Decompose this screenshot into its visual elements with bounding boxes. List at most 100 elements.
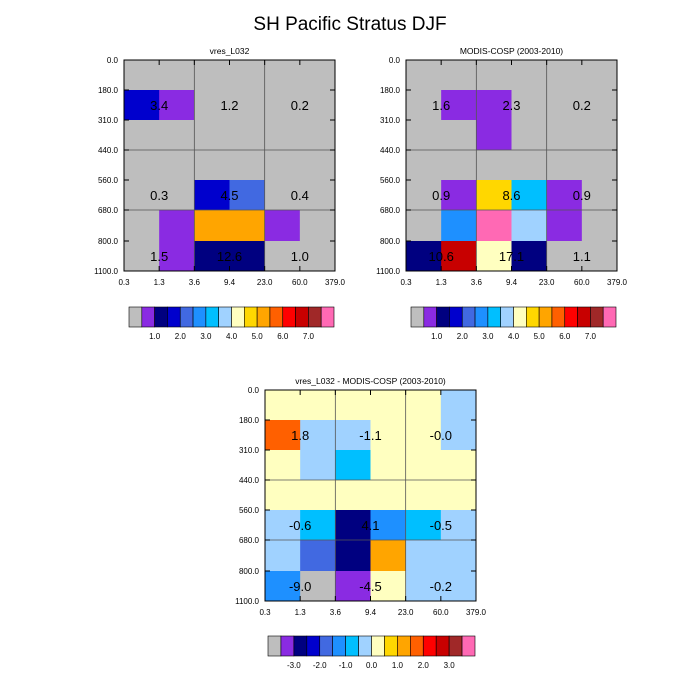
x-tick-label: 9.4: [224, 278, 236, 287]
panels: vres_L032 0.3 1.3 3.6 9.4 23.0 60.0 379.0 0.0 180…: [94, 46, 627, 670]
heatmap-cell: [335, 390, 371, 421]
colorbar-label: 2.0: [418, 661, 430, 670]
heatmap-cell: [511, 60, 548, 91]
colorbar-swatch: [526, 306, 540, 328]
heatmap-cell: [440, 450, 477, 481]
heatmap-cell: [335, 510, 371, 541]
heatmap-cell: [476, 150, 512, 181]
heatmap-cell: [406, 150, 442, 181]
heatmap-cell: [194, 150, 230, 181]
heatmap-cell: [300, 390, 336, 421]
heatmap-cell: [440, 390, 477, 421]
heatmap-cell: [194, 90, 230, 121]
heatmap-cell: [406, 60, 442, 91]
colorbar-label: 3.0: [200, 332, 212, 341]
colorbar-swatch: [282, 306, 296, 328]
heatmap-cell: [335, 571, 371, 602]
heatmap-cell: [194, 120, 230, 151]
x-tick-label: 3.6: [189, 278, 201, 287]
heatmap-cell: [265, 420, 301, 451]
x-tick-label: 379.0: [607, 278, 628, 287]
data-label: 0.9: [432, 188, 450, 203]
y-tick-label: 560.0: [239, 506, 260, 515]
colorbar-swatch: [423, 306, 437, 328]
heatmap-cell: [440, 571, 477, 602]
heatmap-cell: [441, 90, 477, 121]
colorbar-label: 1.0: [431, 332, 443, 341]
data-label: -0.0: [430, 428, 452, 443]
y-tick-label: 440.0: [380, 146, 401, 155]
heatmap-cell: [229, 210, 266, 242]
x-tick-label: 9.4: [506, 278, 518, 287]
heatmap-cell: [229, 180, 266, 211]
x-tick-label: 1.3: [154, 278, 166, 287]
y-tick-label: 180.0: [239, 416, 260, 425]
colorbar-swatch: [577, 306, 591, 328]
x-tick-label: 23.0: [398, 608, 414, 617]
heatmap-cell: [124, 60, 160, 91]
heatmap-cell: [440, 420, 477, 451]
colorbar-swatch: [590, 306, 604, 328]
colorbar-label: 2.0: [175, 332, 187, 341]
colorbar-label: 3.0: [444, 661, 456, 670]
heatmap-cell: [546, 210, 583, 242]
heatmap-cell: [124, 180, 160, 211]
heatmap-cell: [511, 210, 548, 242]
colorbar-swatch: [167, 306, 181, 328]
heatmap-cell: [194, 180, 230, 211]
heatmap-cell: [546, 180, 583, 211]
heatmap-cell: [124, 150, 160, 181]
colorbar-swatch: [371, 635, 385, 657]
heatmap-cell: [581, 90, 618, 121]
heatmap-cell: [546, 90, 583, 121]
panel-3: vres_L032 - MODIS-COSP (2003-2010) 0.3 1.3…: [235, 376, 486, 670]
x-tick-label: 23.0: [257, 278, 273, 287]
heatmap-cell: [159, 241, 195, 272]
colorbar-swatch: [410, 306, 425, 328]
y-tick-label: 800.0: [98, 237, 119, 246]
heatmap-cell: [476, 180, 512, 211]
colorbar-swatch: [436, 306, 450, 328]
heatmap-cell: [229, 150, 266, 181]
heatmap-cell: [581, 60, 618, 91]
y-tick-label: 800.0: [380, 237, 401, 246]
heatmap-cell: [406, 180, 442, 211]
y-tick-label: 310.0: [239, 446, 260, 455]
x-tick-label: 23.0: [539, 278, 555, 287]
colorbar-swatch: [319, 635, 333, 657]
heatmap-cell: [300, 571, 336, 602]
colorbar-label: -1.0: [339, 661, 353, 670]
colorbar-swatch: [267, 635, 282, 657]
x-tick-label: 379.0: [325, 278, 346, 287]
heatmap-cell: [264, 120, 301, 151]
data-label: 3.4: [150, 98, 168, 113]
heatmap-cell: [511, 241, 548, 272]
x-tick-label: 3.6: [471, 278, 483, 287]
data-label: 0.9: [573, 188, 591, 203]
heatmap-cell: [581, 241, 618, 272]
data-label: 0.2: [291, 98, 309, 113]
colorbar-label: -2.0: [313, 661, 327, 670]
heatmap-cell: [511, 90, 548, 121]
colorbar-swatch: [205, 306, 219, 328]
data-label: 1.1: [573, 249, 591, 264]
heatmap-cell: [441, 180, 477, 211]
heatmap-cell: [546, 241, 583, 272]
panel-title: vres_L032: [210, 46, 250, 56]
heatmap-cell: [546, 150, 583, 181]
data-label: 1.8: [291, 428, 309, 443]
y-tick-label: 180.0: [98, 86, 119, 95]
y-tick-label: 1100.0: [235, 597, 259, 606]
colorbar-swatch: [244, 306, 258, 328]
colorbar-swatch: [551, 306, 566, 328]
data-label: -0.5: [430, 518, 452, 533]
colorbar-swatch: [192, 306, 207, 328]
colorbar-swatch: [218, 306, 232, 328]
colorbar-swatch: [141, 306, 155, 328]
data-label: -0.2: [430, 579, 452, 594]
heatmap-cell: [265, 510, 301, 541]
colorbar-label: 3.0: [482, 332, 494, 341]
heatmap-cell: [406, 210, 442, 242]
colorbar-label: 2.0: [457, 332, 469, 341]
heatmap-cell: [581, 150, 618, 181]
